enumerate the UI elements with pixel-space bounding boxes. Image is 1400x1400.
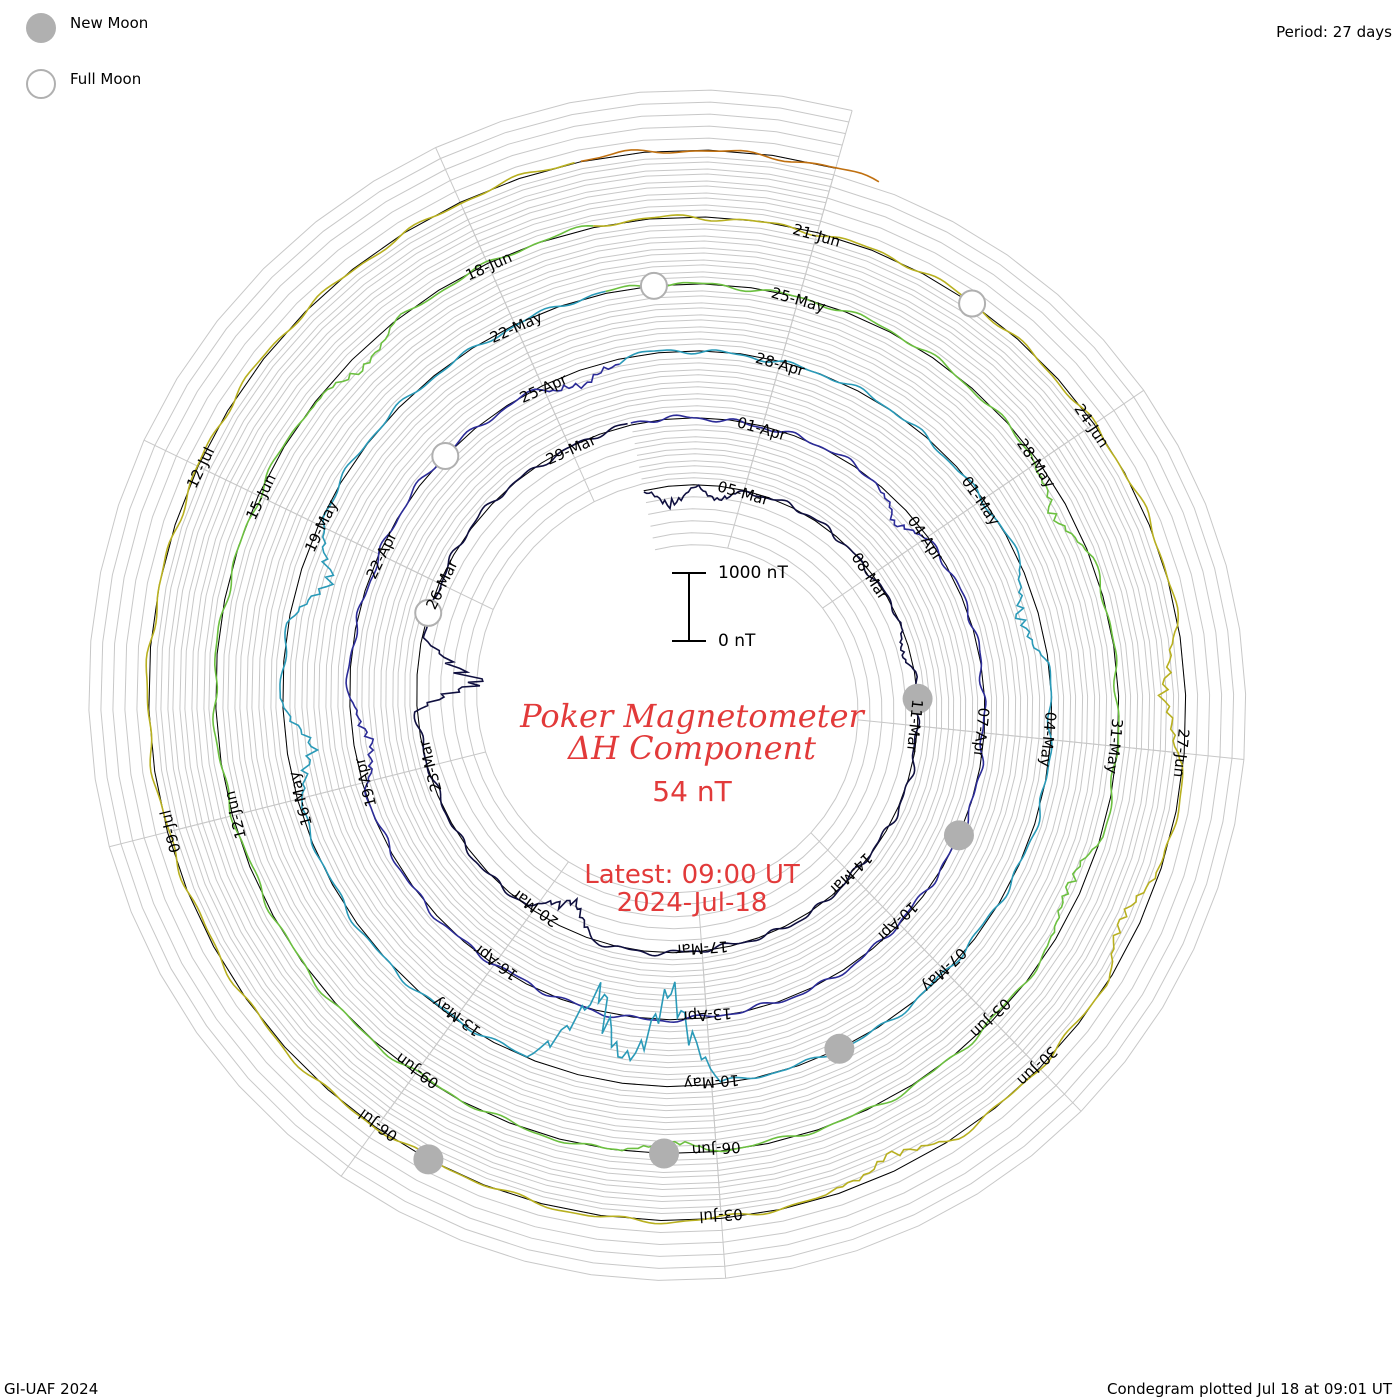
new-moon-marker — [943, 820, 974, 851]
new-moon-marker — [902, 683, 933, 714]
date-label: 10-May — [683, 1071, 740, 1093]
date-label: 29-Mar — [543, 430, 599, 468]
legend-markers — [26, 13, 56, 99]
date-label: 08-Mar — [848, 549, 893, 604]
date-label: 07-Apr — [970, 707, 993, 760]
footer-left: GI-UAF 2024 — [4, 1380, 99, 1398]
date-label: 31-May — [1103, 718, 1127, 775]
date-label: 25-May — [769, 284, 827, 317]
scale-bar — [672, 572, 706, 642]
data-traces — [145, 149, 1184, 1225]
grid-ring — [172, 173, 1163, 1198]
grid-ring — [196, 197, 1139, 1174]
date-label: 11-Mar — [903, 698, 926, 753]
grid-ring — [100, 101, 1235, 1269]
full-moon-marker — [958, 289, 987, 318]
chart-title-line1: Poker Magnetometer — [520, 697, 864, 735]
moon-markers — [413, 271, 987, 1175]
new-moon-marker — [824, 1033, 855, 1064]
grid-ring — [208, 209, 1127, 1162]
trace-period-2 — [345, 363, 987, 1024]
date-label: 17-Mar — [674, 937, 729, 959]
date-label: 06-Jun — [691, 1138, 741, 1159]
date-label: 26-Mar — [422, 556, 462, 612]
grid-ring — [112, 113, 1223, 1257]
date-label: 06-Jul — [355, 1105, 401, 1145]
grid-ring — [124, 125, 1211, 1246]
date-label: 15-Jun — [242, 471, 279, 523]
new-moon-marker — [649, 1138, 680, 1169]
trace-period-5 — [145, 161, 1184, 1225]
scale-bottom-label: 0 nT — [718, 631, 756, 651]
trace-period-6 — [580, 149, 880, 183]
date-label: 25-Apr — [517, 370, 571, 407]
chart-title-line2: ΔH Component — [567, 729, 817, 767]
full-moon-icon — [26, 69, 56, 99]
trace-period-4 — [212, 224, 1120, 1153]
date-label: 18-Jun — [463, 248, 515, 284]
grid-ring — [184, 185, 1151, 1186]
trace-period-3 — [279, 290, 1053, 1083]
date-label: 05-Mar — [715, 477, 772, 509]
latest-time: Latest: 09:00 UT — [584, 860, 800, 890]
date-label: 04-Apr — [904, 513, 947, 565]
legend-full-moon-label: Full Moon — [70, 70, 142, 88]
date-label: 13-May — [429, 993, 485, 1040]
latest-date: 2024-Jul-18 — [616, 888, 768, 918]
date-label: 01-Apr — [735, 413, 789, 444]
date-label: 21-Jun — [791, 220, 843, 251]
date-label: 03-Jul — [699, 1205, 744, 1226]
date-label: 28-May — [1013, 435, 1059, 491]
footer-right: Condegram plotted Jul 18 at 09:01 UT — [1106, 1380, 1392, 1398]
grid-ring — [160, 161, 1175, 1210]
new-moon-marker — [413, 1144, 444, 1175]
date-label: 27-Jun — [1170, 728, 1193, 778]
new-moon-icon — [26, 13, 56, 43]
date-label: 13-Apr — [680, 1004, 732, 1026]
date-label: 03-Jun — [967, 995, 1015, 1042]
full-moon-marker — [431, 441, 460, 470]
full-moon-marker — [639, 271, 668, 300]
date-label: 07-May — [918, 944, 970, 996]
full-moon-marker — [414, 598, 443, 627]
date-label: 28-Apr — [753, 349, 807, 380]
grid-ring — [136, 137, 1199, 1234]
period-text: Period: 27 days — [1276, 23, 1392, 41]
date-label: 01-May — [958, 473, 1004, 529]
scale-top-label: 1000 nT — [718, 563, 788, 583]
date-label: 22-Apr — [363, 528, 401, 582]
date-label: 04-May — [1036, 711, 1060, 768]
date-label: 12-Jul — [183, 444, 218, 491]
latest-value: 54 nT — [652, 775, 732, 808]
legend-new-moon-label: New Moon — [70, 14, 149, 32]
